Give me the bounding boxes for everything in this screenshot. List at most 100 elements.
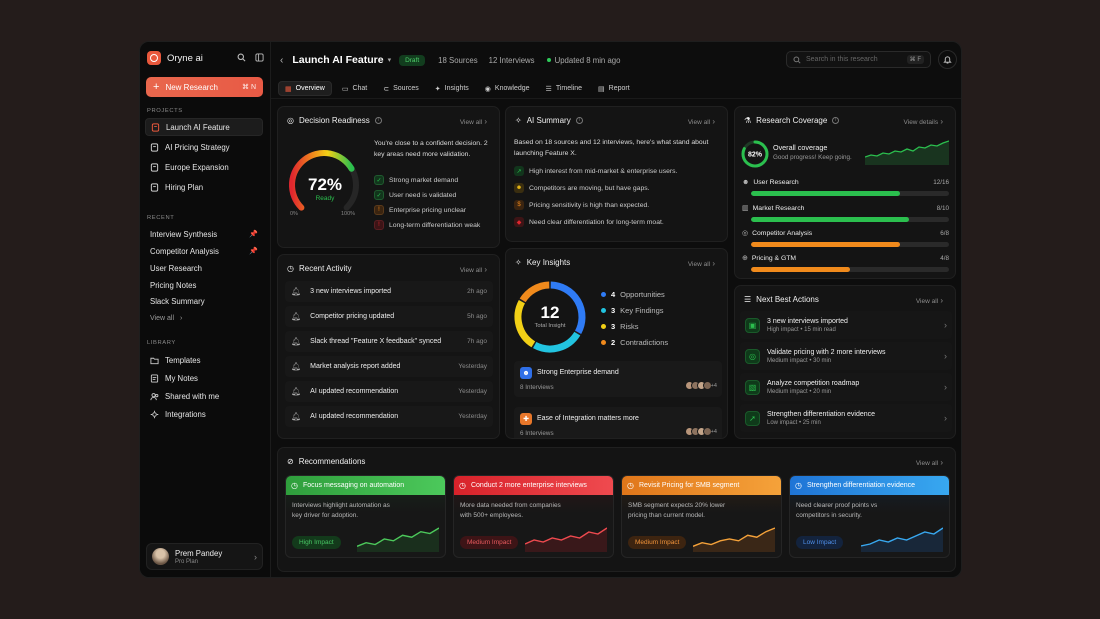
tab-chat[interactable]: ▭ Chat [336, 81, 373, 96]
info-icon[interactable]: i [374, 117, 382, 124]
pin-icon[interactable]: 📌 [249, 248, 258, 255]
info-icon[interactable]: i [575, 117, 583, 124]
coverage-row: ⊕ Pricing & GTM 4/8 [742, 254, 949, 272]
pin-icon[interactable]: 📌 [249, 231, 258, 238]
coverage-row-value: 4/8 [940, 254, 949, 262]
project-item-ai-pricing-strategy[interactable]: AI Pricing Strategy [145, 138, 263, 156]
tab-knowledge[interactable]: ◉ Knowledge [479, 81, 536, 96]
activity-row[interactable]: 🔔︎ Slack thread "Feature X feedback" sync… [285, 331, 493, 352]
readiness-summary: You're close to a confident decision. 2 … [374, 140, 488, 158]
next-action-row[interactable]: ➚ Strengthen differentiation evidence Low … [740, 404, 952, 432]
activity-row[interactable]: 🔔︎ Competitor pricing updated 5h ago [285, 306, 493, 327]
sidebar-toggle-icon[interactable] [255, 53, 264, 62]
new-research-button[interactable]: + New Research ⌘ N [146, 77, 263, 97]
logo-icon [147, 51, 161, 65]
project-item-europe-expansion[interactable]: Europe Expansion [145, 158, 263, 176]
activity-row[interactable]: 🔔︎ AI updated recommendation Yesterday [285, 381, 493, 402]
updated-text: Updated 8 min ago [554, 55, 621, 65]
chevron-down-icon[interactable]: ▾ [387, 57, 392, 64]
card-title: Recent Activity [298, 264, 352, 273]
view-details-link[interactable]: View details [904, 117, 943, 126]
library-item-integrations[interactable]: Integrations [145, 405, 263, 423]
activity-time: 7h ago [467, 338, 487, 345]
search-input[interactable]: Search in this research ⌘ F [786, 51, 931, 68]
brand[interactable]: Oryne ai [147, 51, 203, 65]
recent-label-text: User Research [150, 263, 202, 273]
sparkline-area [861, 528, 943, 552]
clock-icon: ◷ [459, 481, 466, 490]
insight-row[interactable]: ☻ Strong Enterprise demand 8 Interviews +4 [514, 361, 722, 397]
coverage-row: ◎ Competitor Analysis 6/8 [742, 229, 949, 247]
activity-row[interactable]: 🔔︎ 3 new interviews imported 2h ago [285, 281, 493, 302]
recommendation-card[interactable]: ◷ Strengthen differentiation evidence Need… [789, 475, 950, 558]
recent-item-competitor-analysis[interactable]: Competitor Analysis 📌 [145, 242, 263, 260]
recent-item-slack-summary[interactable]: Slack Summary [145, 292, 263, 310]
recommendation-card[interactable]: ◷ Conduct 2 more enterprise interviews Mor… [453, 475, 614, 558]
interviews-count[interactable]: 12 Interviews [488, 55, 535, 65]
readiness-status: Ready [315, 195, 335, 202]
legend-dot [601, 308, 606, 313]
tab-sources[interactable]: ⊂ Sources [377, 81, 425, 96]
info-icon[interactable]: i [832, 117, 840, 124]
recent-item-user-research[interactable]: User Research [145, 259, 263, 277]
activity-row[interactable]: 🔔︎ Market analysis report added Yesterday [285, 356, 493, 377]
next-action-row[interactable]: ▣ 3 new interviews imported High impact • … [740, 311, 952, 339]
next-action-row[interactable]: ▧ Analyze competition roadmap Medium impac… [740, 373, 952, 401]
library-item-shared-with-me[interactable]: Shared with me [145, 387, 263, 405]
project-item-launch-ai-feature[interactable]: Launch AI Feature [145, 118, 263, 136]
tab-insights[interactable]: ✦ Insights [429, 81, 475, 96]
insight-legend-item[interactable]: 2 Contradictions [601, 338, 668, 347]
tab-report[interactable]: ▤ Report [592, 81, 636, 96]
view-all-link[interactable]: View all [460, 265, 487, 274]
donut-segment-contradictions [519, 281, 550, 303]
next-best-actions-card: ☰ Next Best Actions View all ▣ 3 new inter… [734, 285, 956, 439]
view-all-link[interactable]: View all [916, 458, 943, 467]
view-all-link[interactable]: View all [460, 117, 487, 126]
library-item-my-notes[interactable]: My Notes [145, 369, 263, 387]
user-profile[interactable]: Prem Pandey Pro Plan › [146, 543, 263, 570]
insight-legend-item[interactable]: 4 Opportunities [601, 290, 668, 299]
compass-icon: ⊘ [287, 457, 294, 466]
tab-overview[interactable]: ▦ Overview [278, 81, 332, 96]
readiness-item-text: User need is validated [389, 191, 457, 199]
readiness-item: ! Enterprise pricing unclear [374, 205, 480, 215]
insight-legend-item[interactable]: 3 Risks [601, 322, 668, 331]
summary-item-text: Competitors are moving, but have gaps. [529, 184, 650, 192]
target-icon: ◎ [745, 348, 760, 364]
view-all-link[interactable]: View all [688, 117, 715, 126]
library-item-templates[interactable]: Templates [145, 351, 263, 369]
next-action-row[interactable]: ◎ Validate pricing with 2 more interviews… [740, 342, 952, 370]
activity-time: Yesterday [458, 413, 487, 420]
recommendation-card[interactable]: ◷ Focus messaging on automation Interviews… [285, 475, 446, 558]
recent-view-all-link[interactable]: View all › [145, 309, 263, 327]
insights-total-label: Total Insight [534, 323, 566, 329]
tab-label: Overview [295, 85, 325, 92]
view-all-link[interactable]: View all [688, 259, 715, 268]
sparkline-line [357, 527, 439, 547]
activity-row[interactable]: 🔔︎ AI updated recommendation Yesterday [285, 406, 493, 427]
summary-item-text: Pricing sensitivity is high than expecte… [529, 201, 650, 209]
project-item-hiring-plan[interactable]: Hiring Plan [145, 178, 263, 196]
recent-item-pricing-notes[interactable]: Pricing Notes [145, 276, 263, 294]
clock-icon: ◷ [795, 481, 802, 490]
donut-segment-key-findings [533, 331, 581, 353]
recent-item-interview-synthesis[interactable]: Interview Synthesis 📌 [145, 225, 263, 243]
insight-legend-item[interactable]: 3 Key Findings [601, 306, 668, 315]
link-icon: ⊂ [383, 85, 390, 93]
tab-timeline[interactable]: ☰ Timeline [540, 81, 588, 96]
insight-row[interactable]: ✚ Ease of Integration matters more 6 Inter… [514, 407, 722, 438]
search-icon[interactable] [237, 53, 246, 62]
notifications-button[interactable] [938, 50, 957, 69]
gauge-fill [289, 150, 355, 211]
back-arrow-icon[interactable]: ‹ [280, 54, 284, 66]
sources-count[interactable]: 18 Sources [438, 55, 478, 65]
legend-count: 3 [611, 306, 616, 315]
activity-text: Competitor pricing updated [310, 313, 395, 320]
rocket-icon: ➚ [745, 410, 760, 426]
recommendation-card[interactable]: ◷ Revisit Pricing for SMB segment SMB segm… [621, 475, 782, 558]
next-action-title: Analyze competition roadmap [767, 379, 860, 387]
view-all-link[interactable]: View all [916, 296, 943, 305]
tab-label: Sources [393, 85, 419, 92]
more-count: +4 [710, 429, 717, 435]
impact-badge: Low Impact [796, 536, 844, 549]
